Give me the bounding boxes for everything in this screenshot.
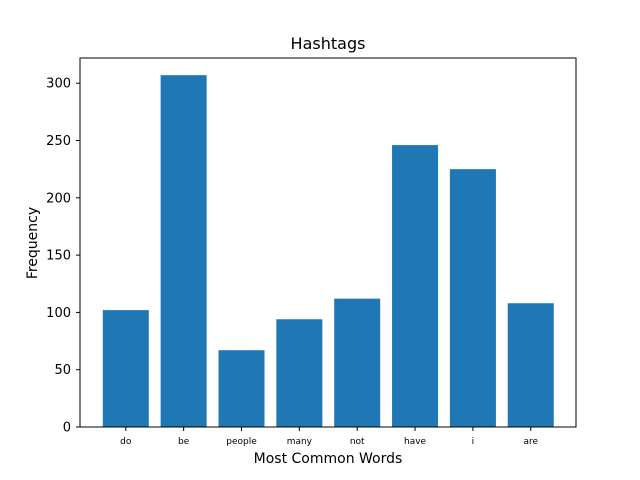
y-tick-label: 200 xyxy=(46,191,71,206)
bar-have xyxy=(392,145,439,427)
bar-do xyxy=(102,310,149,427)
y-tick-label: 50 xyxy=(54,363,71,378)
x-tick-label: many xyxy=(287,437,313,447)
chart-title: Hashtags xyxy=(291,34,366,53)
plot-frame xyxy=(79,57,577,428)
x-tick-label: are xyxy=(523,437,538,447)
plot-area xyxy=(102,75,554,427)
y-tick-label: 150 xyxy=(46,249,71,264)
x-tick-label: not xyxy=(350,437,365,447)
x-tick-label: have xyxy=(404,437,427,447)
x-axis-label: Most Common Words xyxy=(254,451,403,467)
x-tick-label: do xyxy=(120,437,132,447)
x-tick-label: i xyxy=(472,437,475,447)
y-tick-label: 0 xyxy=(63,421,71,436)
bar-not xyxy=(334,298,381,427)
y-axis-label: Frequency xyxy=(25,207,41,279)
y-tick-label: 300 xyxy=(46,77,71,92)
y-axis-ticks: 0 50 100 150 200 250 300 xyxy=(46,77,80,436)
x-axis-ticks: do be people many not have i are xyxy=(120,427,538,447)
y-tick-label: 100 xyxy=(46,306,71,321)
bar-be xyxy=(160,75,207,427)
x-tick-label: be xyxy=(178,437,190,447)
bar-i xyxy=(449,169,496,427)
y-tick-label: 250 xyxy=(46,134,71,149)
bar-people xyxy=(218,350,265,427)
x-tick-label: people xyxy=(226,437,257,447)
bar-are xyxy=(507,303,554,427)
bar-many xyxy=(276,319,323,427)
